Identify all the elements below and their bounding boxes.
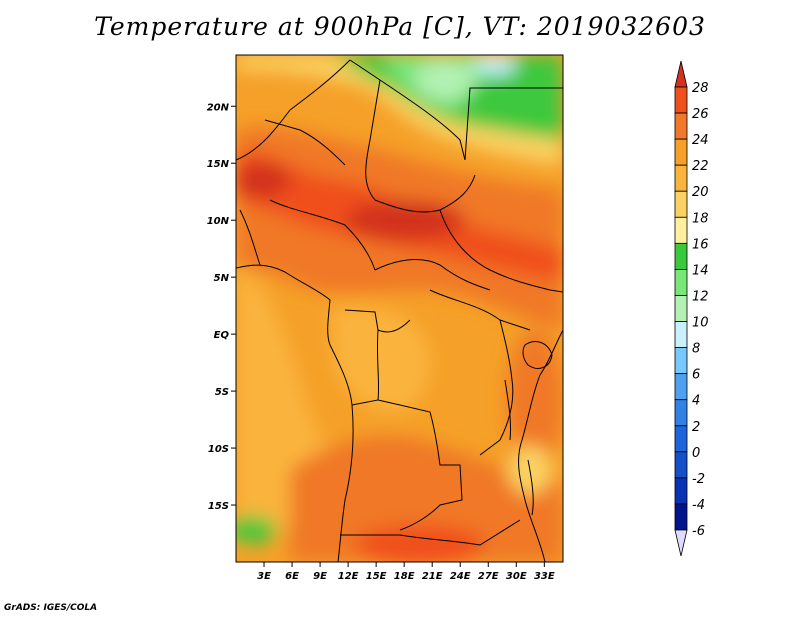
colorbar-segment — [674, 138, 688, 166]
border-line-2 — [349, 59, 466, 161]
colorbar-label: 0 — [692, 446, 700, 461]
x-tick-label: 27E — [478, 571, 499, 582]
border-line-11 — [377, 399, 463, 531]
x-tick-label: 9E — [313, 571, 327, 582]
colorbar-segment — [674, 425, 688, 453]
field-region-cyan-north — [473, 55, 517, 75]
border-line-5 — [464, 87, 563, 161]
colorbar-label: -2 — [692, 472, 705, 487]
lake-malawi — [527, 459, 534, 516]
colorbar-label: 6 — [692, 368, 700, 383]
y-tick-label: 5N — [214, 273, 230, 284]
colorbar-label: -6 — [692, 524, 705, 539]
colorbar-segment — [674, 190, 688, 218]
border-line-12 — [340, 519, 521, 546]
colorbar-segment — [674, 295, 688, 322]
y-tick-label: 5S — [215, 387, 229, 398]
border-line-13 — [479, 319, 514, 456]
y-tick-label: 10S — [208, 444, 229, 455]
colorbar-under-arrow — [674, 529, 688, 557]
y-tick-label: 15S — [208, 501, 229, 512]
country-borders — [236, 59, 563, 562]
lake-tanganyika — [504, 379, 511, 441]
x-tick-label: 21E — [422, 571, 443, 582]
colorbar-label: 28 — [692, 81, 709, 96]
colorbar-label: 20 — [692, 185, 709, 200]
colorbar-segment — [674, 269, 688, 296]
border-line-16 — [264, 119, 346, 166]
colorbar-label: 26 — [692, 107, 709, 122]
x-tick-label: 3E — [257, 571, 271, 582]
y-tick-label: 10N — [207, 216, 230, 227]
coastline-west — [236, 264, 354, 562]
border-line-7 — [269, 199, 376, 271]
field-region-hot-west — [236, 162, 290, 198]
x-tick-label: 24E — [450, 571, 471, 582]
field-region-hot-core — [345, 200, 465, 240]
y-tick-label: EQ — [214, 330, 230, 341]
colorbar-label: 4 — [692, 394, 700, 409]
colorbar-label: -4 — [692, 498, 705, 513]
temperature-field — [236, 55, 563, 562]
field-region-warm-lakes — [507, 330, 563, 470]
colorbar-segment — [674, 373, 688, 401]
chart-title: Temperature at 900hPa [C], VT: 201903260… — [94, 12, 706, 41]
colorbar-segment — [674, 112, 688, 140]
border-line-4 — [374, 174, 476, 213]
coastline-east — [518, 329, 563, 562]
colorbar-segment — [674, 216, 688, 244]
colorbar-segment — [674, 164, 688, 192]
map-frame — [235, 54, 564, 563]
field-region-green-southwest — [236, 516, 277, 544]
lake-victoria — [522, 341, 553, 369]
colorbar-label: 2 — [692, 420, 700, 435]
border-line-3 — [365, 79, 381, 201]
x-tick-label: 12E — [338, 571, 359, 582]
colorbar-label: 14 — [692, 263, 709, 278]
colorbar-over-arrow — [674, 60, 688, 88]
colorbar-label: 18 — [692, 211, 709, 226]
colorbar-label: 12 — [692, 289, 709, 304]
x-tick-label: 15E — [366, 571, 387, 582]
x-tick-label: 30E — [506, 571, 527, 582]
y-axis: 20N 15N 10N 5N EQ 5S 10S 15S — [207, 102, 236, 512]
colorbar-label: 10 — [692, 316, 709, 331]
field-region-warm-south — [290, 436, 563, 562]
colorbar-label: 22 — [692, 159, 709, 174]
border-line-14 — [429, 289, 531, 331]
x-tick-label: 6E — [285, 571, 299, 582]
colorbar-segment — [674, 477, 688, 505]
border-line-1 — [236, 59, 351, 161]
colorbar-label: 8 — [692, 342, 700, 357]
colorbar-segment — [674, 86, 688, 114]
field-region-mild-interior — [330, 306, 431, 413]
x-tick-label: 18E — [394, 571, 415, 582]
colorbar-segment — [674, 321, 688, 348]
colorbar-segment — [674, 503, 688, 531]
field-region-hot-south — [355, 525, 485, 562]
colorbar-segment — [674, 242, 688, 270]
x-tick-label: 33E — [534, 571, 555, 582]
y-tick-label: 20N — [207, 102, 230, 113]
colorbar-segment — [674, 451, 688, 479]
colorbar-label: 16 — [692, 237, 709, 252]
colorbar-segment — [674, 399, 688, 427]
colorbar-label: 24 — [692, 133, 709, 148]
credit-label: GrADS: IGES/COLA — [4, 603, 98, 613]
x-axis: 3E 6E 9E 12E 15E 18E 21E 24E 27E 30E 33E — [257, 562, 555, 582]
border-line-15 — [239, 209, 261, 266]
y-tick-label: 15N — [207, 159, 230, 170]
border-line-10 — [351, 329, 380, 406]
field-region-pale-north — [415, 60, 475, 100]
border-line-6 — [439, 209, 563, 293]
colorbar-segment — [674, 347, 688, 375]
border-line-8 — [374, 259, 491, 291]
